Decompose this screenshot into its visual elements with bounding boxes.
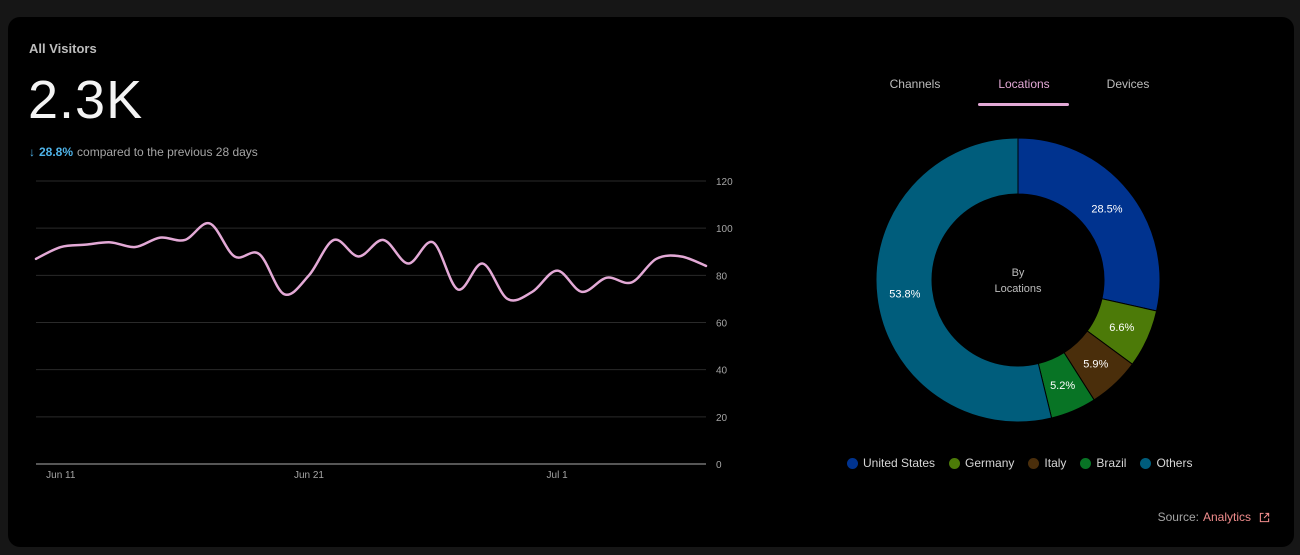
active-tab-underline [978,103,1069,106]
donut-slice-united-states[interactable] [1017,137,1161,312]
donut-center-label: By [1012,267,1025,279]
legend-item-others: Others [1140,456,1192,470]
visitors-line-chart: 0 20 40 60 80 100 120 Jun 11 Jun 21 Jul 1 [34,177,733,481]
legend-swatch [1080,457,1092,469]
visitors-card: All Visitors 2.3K ↓ 28.8% compared to th… [8,17,1294,547]
y-tick-label: 0 [716,460,722,471]
y-tick-label: 100 [716,224,733,235]
donut-legend: United States Germany Italy Brazil Other… [847,456,1192,470]
legend-swatch [949,457,961,469]
legend-label: United States [863,456,936,470]
slice-value-label: 5.9% [1083,358,1108,370]
legend-swatch [1140,457,1152,469]
donut-center-label: Locations [994,283,1042,295]
tab-channels[interactable]: Channels [889,77,941,91]
comparison-text: ↓ 28.8% compared to the previous 28 days [29,145,258,159]
source-link[interactable]: Analytics [1202,510,1251,524]
legend-label: Germany [965,456,1015,470]
change-percent: 28.8% [39,145,74,159]
slice-value-label: 5.2% [1050,380,1075,392]
y-tick-label: 80 [716,271,728,282]
legend-item-brazil: Brazil [1080,456,1126,470]
legend-swatch [1028,457,1040,469]
x-tick-label: Jun 21 [294,470,324,481]
legend-item-united-states: United States [847,456,935,470]
chart-tabs: Channels Locations Devices [868,77,1198,107]
y-tick-label: 120 [716,177,733,188]
x-tick-label: Jul 1 [547,470,569,481]
x-tick-label: Jun 11 [46,470,76,481]
legend-label: Italy [1044,456,1067,470]
change-description: compared to the previous 28 days [77,145,258,159]
legend-label: Others [1156,456,1193,470]
arrow-down-icon: ↓ [29,145,35,159]
tab-devices[interactable]: Devices [1106,77,1150,91]
source-prefix: Source: [1157,510,1199,524]
y-tick-label: 20 [716,413,728,424]
legend-item-germany: Germany [949,456,1014,470]
y-tick-label: 60 [716,319,728,330]
legend-item-italy: Italy [1028,456,1066,470]
card-title: All Visitors [29,41,97,56]
slice-value-label: 53.8% [889,289,920,301]
legend-label: Brazil [1096,456,1127,470]
tab-locations[interactable]: Locations [998,77,1050,91]
y-tick-label: 40 [716,366,728,377]
slice-value-label: 6.6% [1109,322,1134,334]
visitors-series-line [34,222,708,302]
external-link-icon[interactable] [1259,512,1270,523]
slice-value-label: 28.5% [1091,204,1122,216]
source-attribution: Source: Analytics [1158,510,1270,524]
locations-donut-chart: 28.5% 6.6% 5.9% 5.2% 53.8% By Locations [875,137,1161,423]
total-visitors-value: 2.3K [28,70,144,130]
donut-slice-others[interactable] [875,137,1053,423]
legend-swatch [847,457,858,469]
